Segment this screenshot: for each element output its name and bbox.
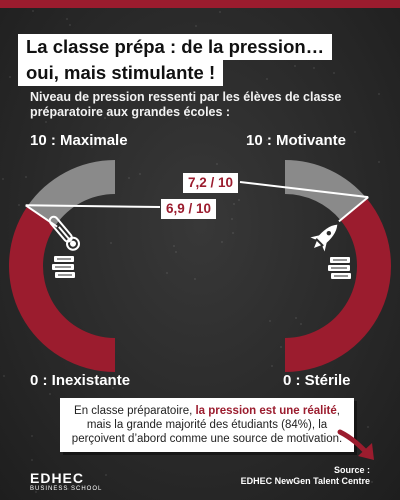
note-text-part1: En classe préparatoire,: [74, 405, 196, 417]
background-speck: [104, 117, 106, 119]
background-speck: [173, 245, 175, 247]
background-speck: [45, 121, 47, 123]
title-line-1: La classe prépa : de la pression…: [18, 34, 333, 60]
background-speck: [31, 435, 33, 437]
gauge1-value-marker: [25, 204, 58, 228]
background-speck: [197, 116, 199, 118]
gauge2-fill: [285, 198, 391, 372]
background-speck: [333, 72, 335, 74]
thermometer-icon: [48, 215, 80, 251]
background-speck: [186, 117, 188, 119]
background-speck: [110, 242, 112, 244]
background-speck: [2, 178, 4, 180]
background-speck: [107, 380, 109, 382]
background-speck: [266, 78, 268, 80]
background-speck: [18, 204, 20, 206]
conclusion-note: En classe préparatoire, la pression est …: [60, 398, 354, 452]
background-speck: [32, 10, 34, 12]
background-speck: [271, 365, 273, 367]
gauge1-value-label: 6,9 / 10: [161, 199, 217, 219]
background-speck: [69, 24, 71, 26]
gauge1-label-connector: [25, 204, 161, 208]
background-speck: [294, 65, 296, 67]
background-speck: [3, 375, 5, 377]
background-speck: [112, 387, 114, 389]
background-speck: [367, 426, 369, 428]
gauge2-value-marker: [338, 196, 369, 223]
background-speck: [35, 491, 37, 493]
source-credit: Source : EDHEC NewGen Talent Centre: [241, 465, 370, 487]
background-speck: [176, 115, 178, 117]
rocket-icon: [310, 224, 338, 252]
background-speck: [9, 76, 11, 78]
background-speck: [128, 177, 130, 179]
background-speck: [266, 139, 268, 141]
books-icon: [52, 256, 75, 278]
background-speck: [378, 161, 380, 163]
background-speck: [49, 393, 51, 395]
background-speck: [219, 11, 221, 13]
background-speck: [339, 480, 341, 482]
background-speck: [25, 176, 27, 178]
gauge2-min-label: 0 : Stérile: [283, 372, 351, 389]
background-speck: [67, 488, 69, 490]
background-speck: [194, 278, 196, 280]
title-line-2: oui, mais stimulante !: [18, 60, 224, 86]
background-speck: [105, 474, 107, 476]
background-speck: [53, 111, 55, 113]
note-text-bold: la pression est une réalité: [195, 405, 337, 417]
top-accent-bar: [0, 0, 400, 8]
background-speck: [269, 320, 271, 322]
background-speck: [195, 25, 197, 27]
gauge2-track: [285, 160, 367, 221]
gauge1-track: [27, 160, 115, 226]
background-speck: [221, 241, 223, 243]
note-text-part2: , mais la grande majorité des étudiants …: [71, 405, 343, 445]
chart-subtitle: Niveau de pression ressenti par les élèv…: [30, 90, 342, 119]
gauge1-fill: [8, 206, 116, 372]
background-speck: [233, 203, 235, 205]
background-speck: [139, 173, 141, 175]
logo-sub-text: BUSINESS SCHOOL: [30, 486, 103, 492]
background-speck: [313, 67, 315, 69]
background-speck: [280, 346, 282, 348]
background-speck: [66, 18, 68, 20]
background-speck: [216, 163, 218, 165]
edhec-logo: EDHEC BUSINESS SCHOOL: [30, 471, 102, 493]
gauge1-max-label: 10 : Maximale: [30, 132, 128, 149]
source-label: Source :: [333, 465, 370, 475]
gauge2-label-connector: [239, 181, 369, 199]
gauge2-max-label: 10 : Motivante: [246, 132, 347, 149]
background-speck: [60, 383, 62, 385]
logo-main-text: EDHEC: [30, 470, 85, 486]
source-text: EDHEC NewGen Talent Centre: [240, 476, 370, 486]
background-speck: [354, 131, 356, 133]
background-speck: [238, 199, 240, 201]
background-speck: [31, 459, 33, 461]
gauge1-min-label: 0 : Inexistante: [30, 372, 131, 389]
background-speck: [378, 93, 380, 95]
gauge2-value-label: 7,2 / 10: [183, 173, 239, 193]
background-speck: [295, 317, 297, 319]
background-speck: [371, 481, 373, 483]
background-speck: [166, 272, 168, 274]
background-speck: [232, 232, 234, 234]
background-speck: [91, 146, 93, 148]
background-speck: [175, 251, 177, 253]
books-icon: [328, 257, 351, 279]
background-speck: [231, 218, 233, 220]
background-speck: [300, 323, 302, 325]
